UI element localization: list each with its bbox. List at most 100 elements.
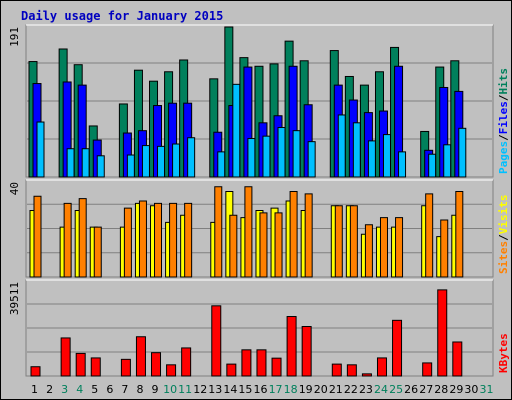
sites-bar [259,212,268,278]
day-label: 15 [238,383,252,396]
kbytes-bar [437,289,448,377]
sites-bar [184,202,193,278]
legend-item: / [497,94,510,101]
sites-bar [154,202,163,278]
legend-item: Pages [497,141,510,174]
sites-bar [214,186,223,278]
day-label: 17 [269,383,283,396]
kbytes-bar [286,316,297,377]
legend-middle: Sites/Visits [497,195,510,275]
axis-max-label: 40 [8,182,21,195]
sites-bar [364,224,373,278]
pages-bar [247,138,256,178]
pages-bar [458,127,467,178]
day-label: 22 [344,383,358,396]
sites-bar [379,217,388,278]
day-label: 20 [314,383,328,396]
day-label: 10 [163,383,177,396]
sites-bar [123,207,132,278]
legend-item: Hits [497,68,510,95]
kbytes-bar [135,336,146,377]
day-label: 11 [178,383,192,396]
pages-bar [367,140,376,178]
day-label: 31 [479,383,493,396]
sites-bar [425,193,434,278]
sites-bar [455,191,464,278]
day-label: 29 [449,383,463,396]
chart-title: Daily usage for January 2015 [21,9,224,23]
day-label: 9 [152,383,159,396]
kbytes-bar [151,352,162,377]
day-label: 24 [374,383,388,396]
pages-bar [428,153,437,178]
pages-bar [292,130,301,178]
pages-bar [187,137,196,178]
kbytes-bar [211,305,222,377]
kbytes-bar [301,326,312,377]
pages-bar [66,148,75,178]
day-label: 14 [223,383,237,396]
sites-bar [349,205,358,278]
pages-bar [232,83,241,178]
day-label: 1 [31,383,38,396]
pages-bar [443,144,452,178]
pages-bar [36,121,45,178]
day-label: 30 [464,383,478,396]
kbytes-bar [361,373,372,377]
sites-bar [169,202,178,278]
day-label: 26 [404,383,418,396]
legend-item: Visits [497,195,510,235]
day-label: 12 [193,383,207,396]
kbytes-bar [90,357,101,377]
day-label: 25 [389,383,403,396]
legend-item: Files [497,101,510,134]
day-label: 5 [91,383,98,396]
day-label: 19 [299,383,313,396]
day-label: 27 [419,383,433,396]
kbytes-bar [376,357,387,377]
sites-bar [78,198,87,278]
day-label: 7 [121,383,128,396]
pages-bar [262,135,271,178]
pages-bar [307,141,316,178]
pages-bar [398,151,407,178]
legend-item: Sites [497,241,510,274]
pages-bar [217,151,226,178]
sites-bar [440,219,449,278]
sites-bar [244,186,253,278]
legend-bottom: KBytes [497,333,510,373]
day-label: 3 [61,383,68,396]
sites-bar [229,214,238,278]
kbytes-bar [346,364,357,377]
day-label: 16 [254,383,268,396]
kbytes-bar [166,364,177,377]
kbytes-bar [181,347,192,377]
pages-bar [157,145,166,178]
sites-bar [304,193,313,278]
sites-bar [63,202,72,278]
sites-bar [289,191,298,278]
kbytes-bar [452,341,463,377]
kbytes-bar [422,362,433,377]
pages-bar [277,127,286,178]
day-label: 18 [284,383,298,396]
pages-bar [382,134,391,178]
day-label: 2 [46,383,53,396]
day-label: 6 [106,383,113,396]
kbytes-bar [30,366,41,377]
pages-bar [81,148,90,178]
legend-item: / [497,134,510,141]
kbytes-bar [241,349,252,377]
pages-bar [172,143,181,178]
kbytes-bar [226,363,237,377]
kbytes-bar [120,358,131,377]
sites-bar [274,212,283,278]
day-label: 4 [76,383,83,396]
pages-bar [337,114,346,178]
sites-bar [395,217,404,278]
pages-bar [96,155,105,178]
sites-bar [93,226,102,278]
pages-bar [141,145,150,178]
legend-item: / [497,234,510,241]
